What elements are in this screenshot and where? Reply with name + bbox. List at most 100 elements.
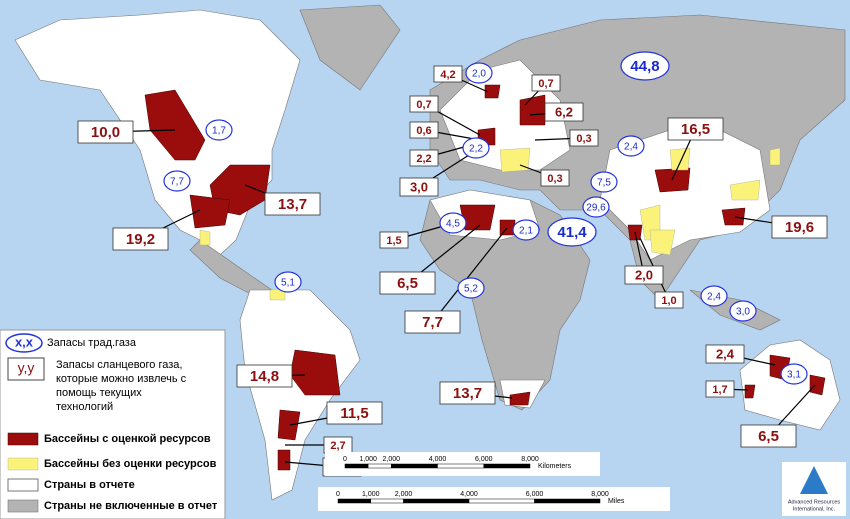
conventional-label: 4,5 (446, 219, 460, 230)
conventional-label: 3,0 (736, 307, 750, 318)
logo-mark (800, 466, 828, 494)
shale-label: 1,7 (712, 384, 727, 396)
shale-label: 14,8 (250, 368, 279, 385)
map-labels: 10,0 13,7 19,2 4,2 0,7 0,7 0,6 2,2 3,0 6,2 0,3 0,3 1… (77, 51, 828, 477)
scale-unit: Kilometers (538, 463, 572, 470)
shale-label-box (236, 364, 293, 388)
conventional-label: 5,1 (281, 278, 295, 289)
shale-label-box (409, 121, 439, 139)
shale-label: 3,0 (410, 179, 428, 194)
shale-label-box (409, 149, 439, 167)
conventional-label-shape (582, 196, 610, 218)
conventional-label: 3,1 (787, 370, 801, 381)
conventional-label-shape (512, 219, 540, 241)
scale-unit: Miles (608, 498, 625, 505)
conventional-label: 2,1 (519, 226, 533, 237)
legend-item: Страны не включенные в отчет (44, 500, 218, 512)
conventional-label-shape (620, 51, 670, 81)
logo-text: Advanced Resources (788, 499, 841, 505)
scale-segment (534, 498, 601, 504)
legend-conventional-text: Запасы трад.газа (47, 337, 137, 349)
scale-tick: 6,000 (526, 491, 544, 498)
shale-label: 10,0 (91, 124, 120, 141)
scale-segment (483, 463, 531, 469)
conventional-label-shape (729, 300, 757, 322)
shale-label: 16,5 (681, 121, 710, 138)
shale-label: 0,3 (576, 133, 591, 145)
scale-segment (337, 498, 371, 504)
shale-label-box (379, 231, 409, 249)
scale-segment (468, 498, 535, 504)
legend-shale-line: технологий (56, 401, 113, 413)
shale-label: 19,6 (785, 219, 814, 236)
legend-shale-text: Запасы сланцевого газа, которые можно изв… (56, 359, 187, 413)
scale-tick: 2,000 (395, 491, 413, 498)
shale-label: 13,7 (453, 385, 482, 402)
conventional-label-shape (457, 277, 485, 299)
legend-conventional-symbol-shape (5, 333, 43, 353)
shale-label: 0,6 (416, 125, 431, 137)
shale-label-box (540, 169, 570, 187)
shale-label-box (667, 117, 724, 141)
shale-label: 2,0 (635, 267, 653, 282)
shale-label-box (705, 380, 735, 398)
legend-swatch (7, 499, 39, 513)
scale-tick: 2,000 (382, 456, 400, 463)
legend-item: Страны в отчете (44, 479, 135, 491)
legend-swatch (7, 478, 39, 492)
shale-label-box (544, 102, 584, 122)
conventional-label-shape (700, 285, 728, 307)
shale-label-box (705, 344, 745, 364)
conventional-label-shape (163, 170, 191, 192)
shale-label-box (531, 74, 561, 92)
shale-label-box (569, 129, 599, 147)
shale-label: 4,2 (440, 69, 455, 81)
shale-label-box (112, 227, 169, 251)
logo: Advanced Resources International, Inc. (782, 462, 846, 516)
legend-shale-line: которые можно извлечь с (56, 373, 187, 385)
shale-label: 13,7 (278, 196, 307, 213)
scale-segment (370, 498, 404, 504)
scale-segment (403, 498, 470, 504)
shale-label-box (624, 265, 664, 285)
scale-segment (437, 463, 484, 469)
conventional-label-shape (462, 137, 490, 159)
conventional-label: 5,2 (464, 284, 478, 295)
legend-items: Бассейны с оценкой ресурсов Бассейны без … (44, 433, 218, 512)
scale-tick: 8,000 (591, 491, 609, 498)
shale-label: 2,7 (330, 440, 345, 452)
shale-label-box (654, 291, 684, 309)
conventional-label: 29,6 (586, 203, 606, 214)
conventional-label: 41,4 (557, 224, 587, 241)
shale-label-box (404, 310, 461, 334)
shale-label: 6,5 (758, 428, 779, 445)
conventional-label: 44,8 (630, 58, 659, 75)
legend-item: Бассейны без оценки ресурсов (44, 458, 217, 470)
conventional-label-shape (465, 62, 493, 84)
shale-label-box (326, 401, 383, 425)
conventional-label: 1,7 (212, 126, 226, 137)
scale-tick: 1,000 (362, 491, 380, 498)
scale-tick: 1,000 (359, 456, 377, 463)
shale-label-box (77, 120, 134, 144)
unassessed-basins (199, 147, 781, 301)
legend-swatch (7, 457, 39, 471)
scale-segment (344, 463, 369, 469)
shale-label-box (379, 271, 436, 295)
scale-tick: 4,000 (460, 491, 478, 498)
conventional-label: 2,4 (624, 142, 638, 153)
shale-label: 6,5 (397, 275, 418, 292)
conventional-label-shape (780, 363, 808, 385)
shale-label: 1,0 (661, 295, 676, 307)
scale-tick: 4,000 (429, 456, 447, 463)
scale-tick: 0 (343, 456, 347, 463)
conventional-label: 2,0 (472, 69, 486, 80)
shale-label: 0,7 (538, 78, 553, 90)
conventional-label-shape (274, 271, 302, 293)
conventional-label: 2,4 (707, 292, 721, 303)
legend-shale-symbol-shape (7, 357, 45, 381)
conventional-label: 7,7 (170, 177, 184, 188)
scale-tick: 6,000 (475, 456, 493, 463)
logo-text: International, Inc. (793, 506, 836, 512)
